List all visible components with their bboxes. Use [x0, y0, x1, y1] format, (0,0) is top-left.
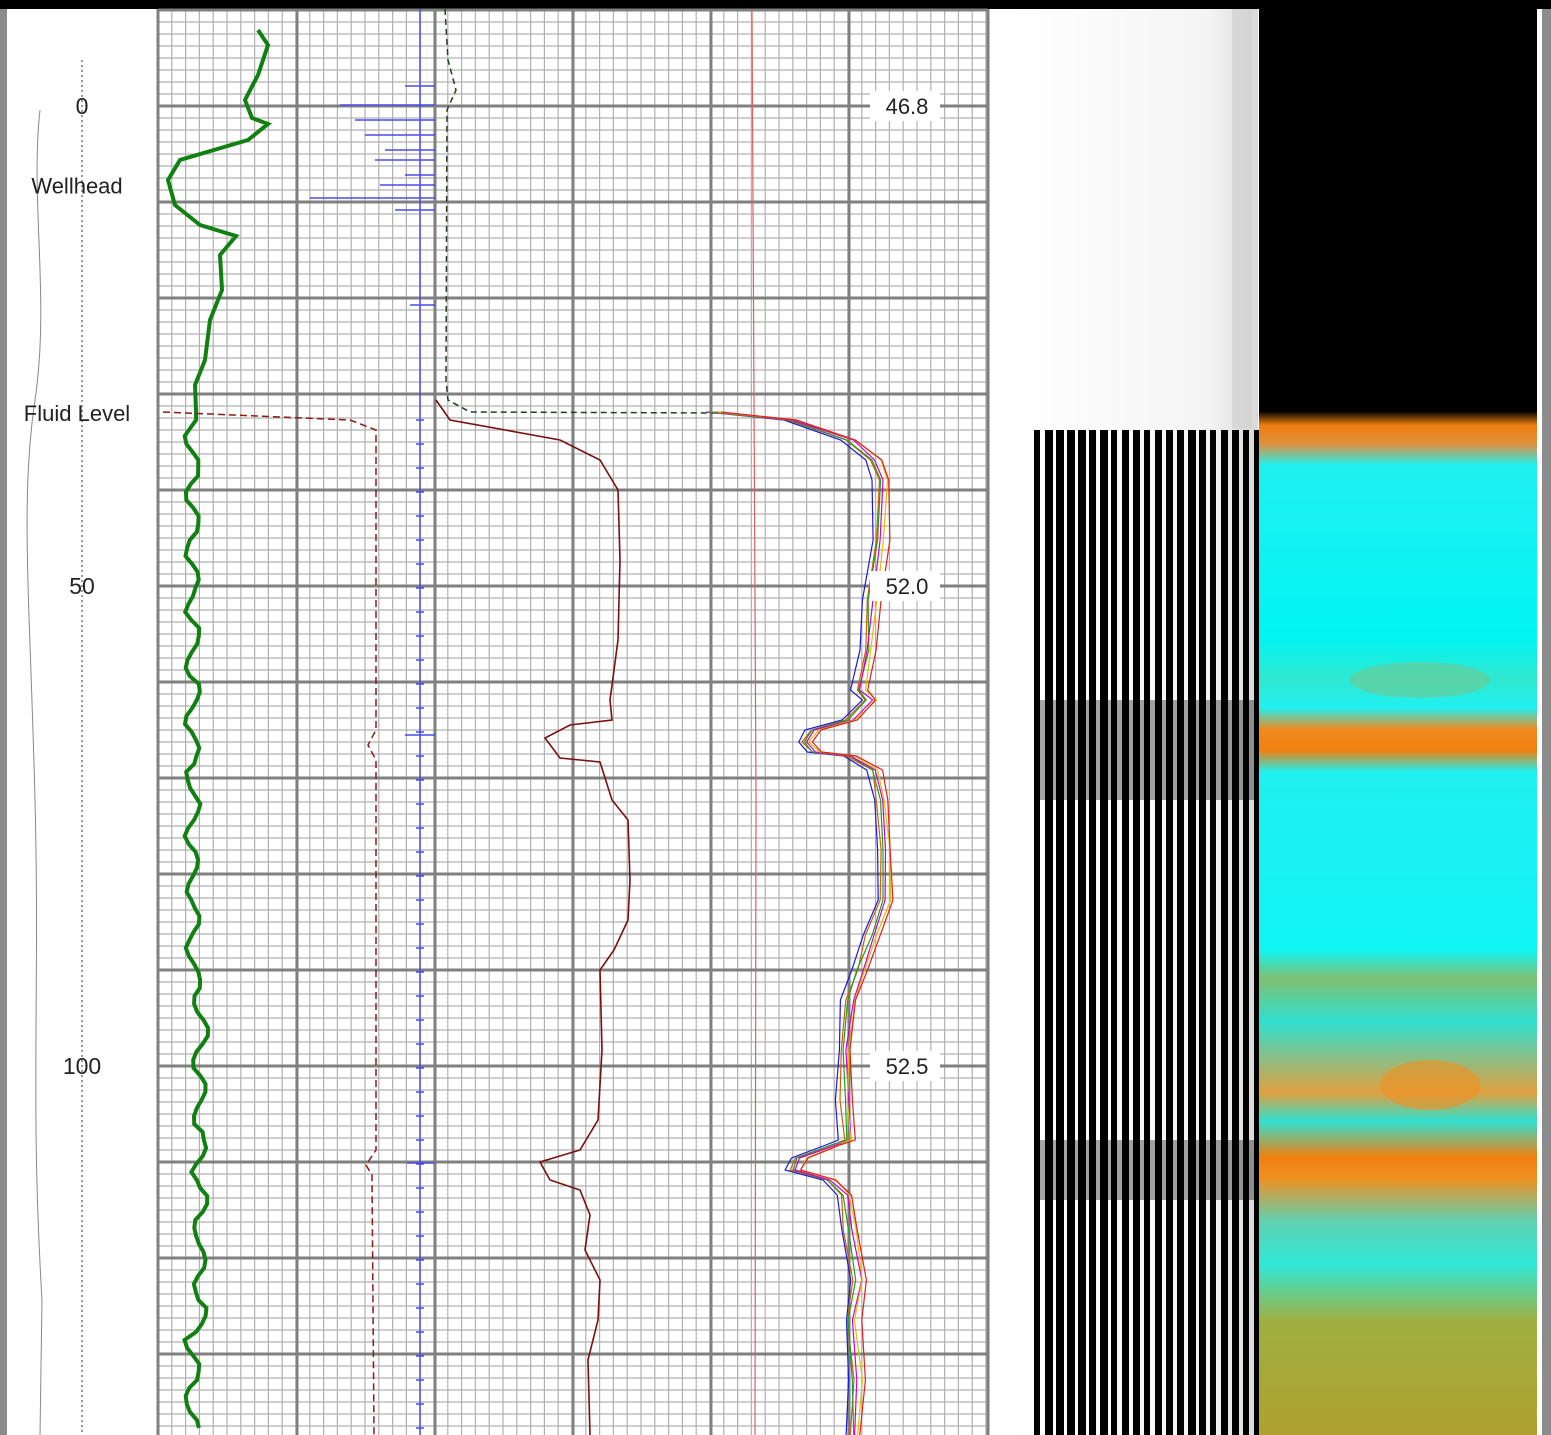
vdl-stripe — [1067, 430, 1075, 1435]
depth-wiggle — [26, 109, 43, 1435]
vdl-stripe — [1232, 430, 1239, 1435]
color-map — [1259, 9, 1537, 1435]
vdl-image — [1010, 9, 1260, 1435]
scale-label-52-5: 52.5 — [886, 1054, 929, 1079]
vdl-stripe — [1188, 430, 1196, 1435]
vdl-stripe — [1056, 430, 1064, 1435]
depth-label-100: 100 — [63, 1053, 101, 1079]
vdl-band — [1034, 700, 1256, 800]
vdl-top-band — [1232, 9, 1252, 429]
dashed-green-curve — [444, 8, 721, 414]
left-border — [0, 9, 7, 1435]
vdl-stripe — [1254, 430, 1260, 1435]
vdl-stripe — [1100, 430, 1108, 1435]
curves — [162, 8, 894, 1435]
top-border — [0, 0, 1551, 9]
vdl-stripe — [1155, 430, 1162, 1435]
thin-red-line — [751, 8, 757, 1435]
vdl-stripe — [1166, 430, 1173, 1435]
vdl-stripe — [1144, 430, 1150, 1435]
depth-label-0: 0 — [76, 93, 89, 119]
vdl-stripe — [1243, 430, 1249, 1435]
vdl-stripe — [1210, 430, 1216, 1435]
multi-curve — [706, 411, 879, 1435]
vdl-stripe — [1177, 430, 1184, 1435]
right-border — [1542, 9, 1551, 1435]
scale-label-bg — [870, 91, 940, 121]
color-map-image — [1259, 9, 1537, 1435]
scale-label-bg — [870, 1051, 940, 1081]
depth-track: 0 50 100 Wellhead Fluid Level — [24, 60, 130, 1435]
scale-label-46-8: 46.8 — [886, 94, 929, 119]
vdl-stripe — [1133, 430, 1140, 1435]
vdl-stripe — [1034, 430, 1040, 1435]
vdl-stripes — [1034, 9, 1260, 1435]
vdl-stripe — [1078, 430, 1086, 1435]
red-dashed-curve — [162, 411, 377, 1435]
vdl-stripe — [1221, 430, 1228, 1435]
vdl-stripe — [1089, 430, 1096, 1435]
color-map-blob — [1380, 1060, 1480, 1110]
vdl-stripe — [1199, 430, 1206, 1435]
vdl-stripe — [1045, 430, 1053, 1435]
scale-labels: 46.8 52.0 52.5 — [870, 91, 940, 1081]
vdl-stripe — [1122, 430, 1129, 1435]
depth-label-50: 50 — [69, 573, 95, 599]
marker-fluid-level: Fluid Level — [24, 401, 130, 426]
scale-label-52-0: 52.0 — [886, 574, 929, 599]
vdl-stripe — [1111, 430, 1117, 1435]
maroon-curve — [435, 399, 631, 1435]
color-map-blob — [1350, 662, 1490, 698]
grid — [156, 8, 990, 1435]
gr-curve — [165, 28, 272, 1429]
vdl-band — [1034, 1140, 1256, 1200]
scale-label-bg — [870, 571, 940, 601]
marker-wellhead: Wellhead — [31, 174, 122, 199]
